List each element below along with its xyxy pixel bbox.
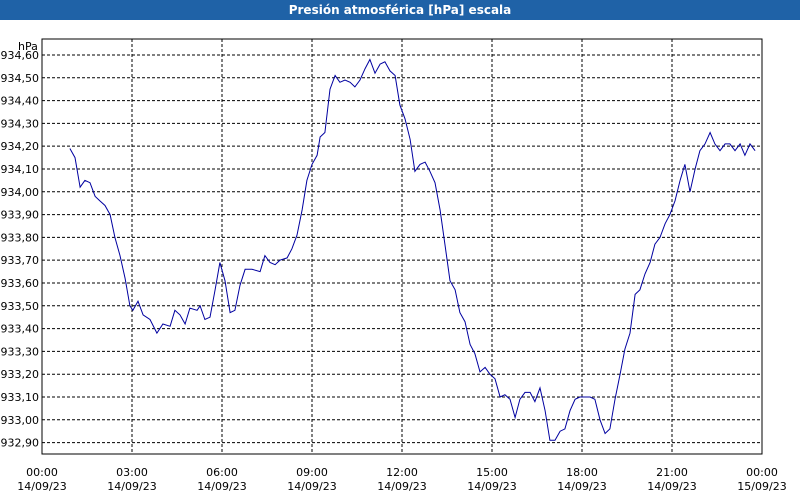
plot-border	[41, 38, 763, 455]
x-tick-label: 00:00 15/09/23	[737, 466, 786, 493]
x-tick-label: 03:00 14/09/23	[107, 466, 156, 493]
y-tick-label: 933,60	[1, 277, 40, 290]
y-tick-label: 933,20	[1, 368, 40, 381]
y-tick-label: 934,40	[1, 95, 40, 108]
y-tick-label: 934,30	[1, 117, 40, 130]
y-tick-label: 932,90	[1, 437, 40, 450]
y-tick-label: 933,90	[1, 209, 40, 222]
y-tick-label: 933,30	[1, 345, 40, 358]
y-tick-label: 934,10	[1, 163, 40, 176]
y-tick-label: 933,80	[1, 231, 40, 244]
y-tick-label: 933,40	[1, 323, 40, 336]
y-tick-label: 933,10	[1, 391, 40, 404]
x-tick-label: 15:00 14/09/23	[467, 466, 516, 493]
x-tick-label: 00:00 14/09/23	[17, 466, 66, 493]
data-line	[69, 58, 756, 441]
x-tick-label: 09:00 14/09/23	[287, 466, 336, 493]
x-tick-label: 18:00 14/09/23	[557, 466, 606, 493]
x-tick-label: 06:00 14/09/23	[197, 466, 246, 493]
y-tick-label: 933,70	[1, 254, 40, 267]
y-tick-label: 934,20	[1, 140, 40, 153]
y-axis-label: hPa	[18, 40, 38, 53]
y-tick-label: 934,60	[1, 49, 40, 62]
y-tick-label: 934,50	[1, 72, 40, 85]
title-bar	[0, 0, 800, 20]
chart-title: Presión atmosférica [hPa] escala	[289, 3, 512, 17]
x-tick-label: 21:00 14/09/23	[647, 466, 696, 493]
x-tick-label: 12:00 14/09/23	[377, 466, 426, 493]
y-tick-label: 934,00	[1, 186, 40, 199]
y-tick-label: 933,50	[1, 300, 40, 313]
y-tick-label: 933,00	[1, 414, 40, 427]
